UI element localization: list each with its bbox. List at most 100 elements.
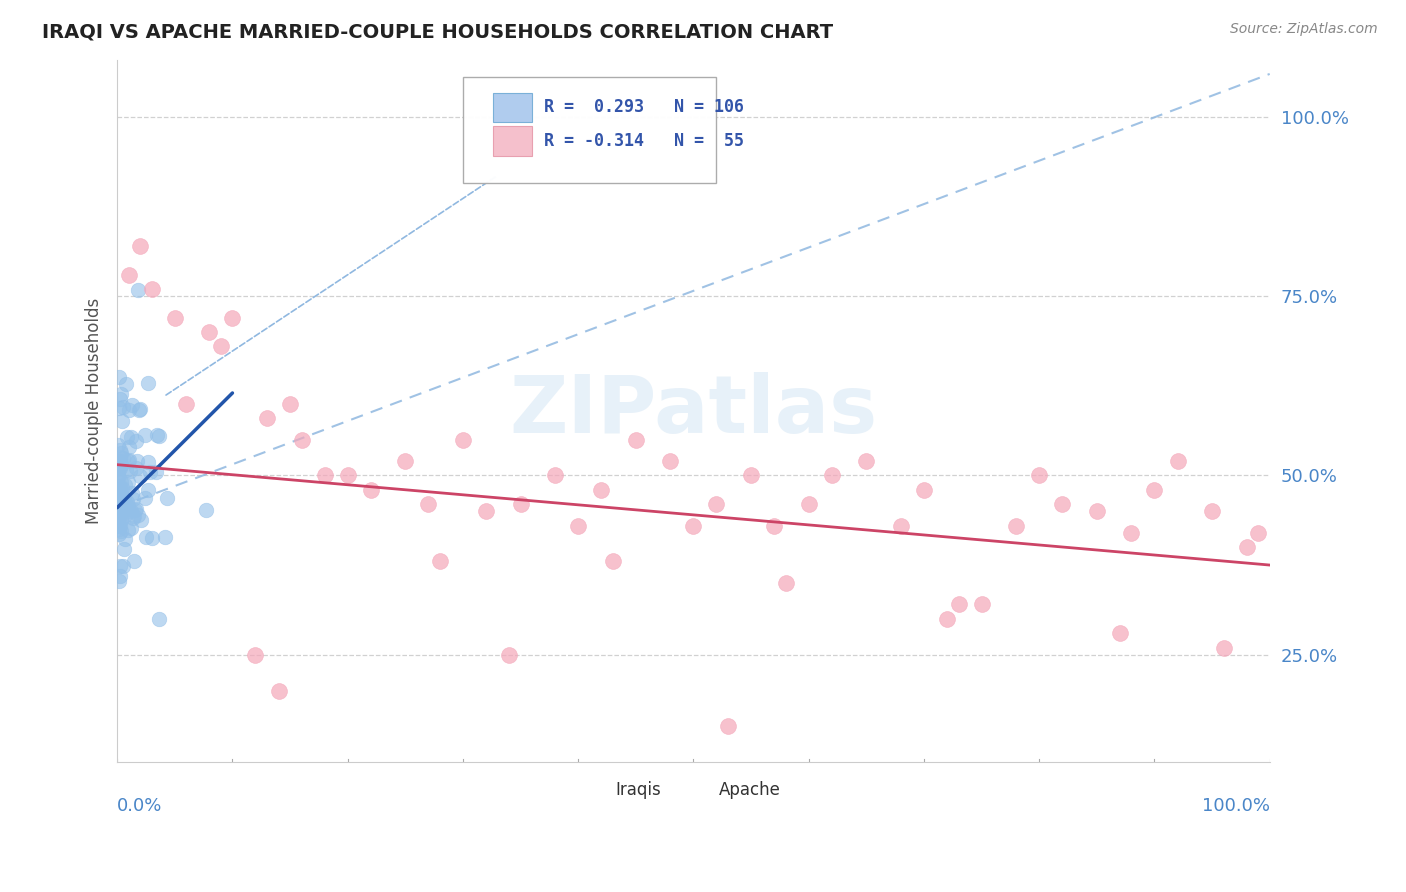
Point bbox=[120, 504, 142, 518]
Point bbox=[112, 400, 135, 414]
Point bbox=[110, 475, 132, 489]
Point bbox=[1005, 518, 1028, 533]
FancyBboxPatch shape bbox=[494, 127, 531, 156]
Point bbox=[121, 398, 143, 412]
Point bbox=[129, 469, 152, 483]
Point bbox=[394, 454, 416, 468]
FancyBboxPatch shape bbox=[576, 779, 606, 802]
Point bbox=[291, 433, 314, 447]
Point bbox=[135, 529, 157, 543]
Point bbox=[245, 648, 267, 662]
Point bbox=[110, 414, 132, 428]
Point bbox=[108, 558, 131, 573]
Point bbox=[141, 282, 163, 296]
Point bbox=[108, 522, 131, 536]
Point bbox=[278, 397, 301, 411]
Point bbox=[136, 455, 159, 469]
Point bbox=[107, 460, 129, 475]
Text: IRAQI VS APACHE MARRIED-COUPLE HOUSEHOLDS CORRELATION CHART: IRAQI VS APACHE MARRIED-COUPLE HOUSEHOLD… bbox=[42, 22, 834, 41]
Point bbox=[108, 484, 131, 499]
Point bbox=[1052, 497, 1074, 511]
Point bbox=[108, 518, 131, 533]
Point bbox=[107, 468, 129, 483]
Point bbox=[110, 456, 132, 470]
Point bbox=[120, 430, 142, 444]
Point bbox=[821, 468, 844, 483]
Point bbox=[890, 518, 912, 533]
Point bbox=[117, 499, 139, 513]
Point bbox=[591, 483, 613, 497]
FancyBboxPatch shape bbox=[494, 93, 531, 122]
Point bbox=[125, 461, 148, 475]
Point bbox=[912, 483, 935, 497]
Point bbox=[451, 433, 474, 447]
Point bbox=[110, 503, 132, 517]
Point bbox=[1028, 468, 1050, 483]
Text: Source: ZipAtlas.com: Source: ZipAtlas.com bbox=[1230, 22, 1378, 37]
Point bbox=[114, 376, 136, 391]
Point bbox=[659, 454, 682, 468]
Point bbox=[163, 310, 186, 325]
Point bbox=[267, 683, 290, 698]
Point bbox=[117, 523, 139, 537]
Point bbox=[125, 434, 148, 449]
Point bbox=[936, 612, 959, 626]
Point bbox=[115, 500, 138, 514]
Point bbox=[176, 397, 198, 411]
Point bbox=[146, 428, 169, 442]
Point bbox=[1121, 525, 1143, 540]
Point bbox=[107, 465, 129, 479]
Point bbox=[509, 497, 531, 511]
Point bbox=[110, 513, 132, 527]
Point bbox=[136, 376, 159, 390]
Point bbox=[118, 452, 141, 467]
Point bbox=[1247, 525, 1270, 540]
Text: Apache: Apache bbox=[718, 781, 780, 799]
Point bbox=[107, 512, 129, 526]
Point bbox=[108, 450, 131, 464]
Point bbox=[111, 559, 134, 574]
Point bbox=[114, 532, 136, 546]
Point bbox=[110, 460, 132, 475]
Point bbox=[127, 508, 149, 523]
Point bbox=[797, 497, 820, 511]
Point bbox=[125, 502, 148, 516]
Point bbox=[118, 268, 141, 282]
Point bbox=[117, 454, 139, 468]
Point bbox=[418, 497, 440, 511]
Point bbox=[1201, 504, 1223, 518]
Point bbox=[120, 521, 142, 535]
Point bbox=[108, 569, 131, 583]
Point bbox=[775, 576, 797, 591]
Point bbox=[107, 527, 129, 541]
Point bbox=[107, 508, 129, 523]
Point bbox=[107, 519, 129, 533]
Point bbox=[121, 511, 143, 525]
Point bbox=[602, 554, 624, 568]
Point bbox=[134, 427, 156, 442]
FancyBboxPatch shape bbox=[463, 78, 717, 183]
Point bbox=[114, 477, 136, 491]
Point bbox=[112, 450, 135, 465]
Point bbox=[122, 554, 145, 568]
Point bbox=[360, 483, 382, 497]
Point bbox=[112, 491, 135, 505]
Point bbox=[1085, 504, 1108, 518]
Point bbox=[107, 438, 129, 452]
Point bbox=[136, 483, 159, 497]
Point bbox=[475, 504, 498, 518]
Point bbox=[107, 516, 129, 531]
Point bbox=[110, 386, 132, 401]
Point bbox=[118, 403, 141, 417]
Point bbox=[115, 498, 138, 512]
Point bbox=[134, 491, 156, 505]
Point bbox=[139, 465, 162, 479]
Point bbox=[115, 429, 138, 443]
Point bbox=[763, 518, 786, 533]
Point bbox=[114, 463, 136, 477]
Point bbox=[567, 518, 589, 533]
Point bbox=[125, 454, 148, 468]
Point bbox=[108, 483, 131, 497]
Point bbox=[112, 500, 135, 514]
Point bbox=[118, 440, 141, 454]
